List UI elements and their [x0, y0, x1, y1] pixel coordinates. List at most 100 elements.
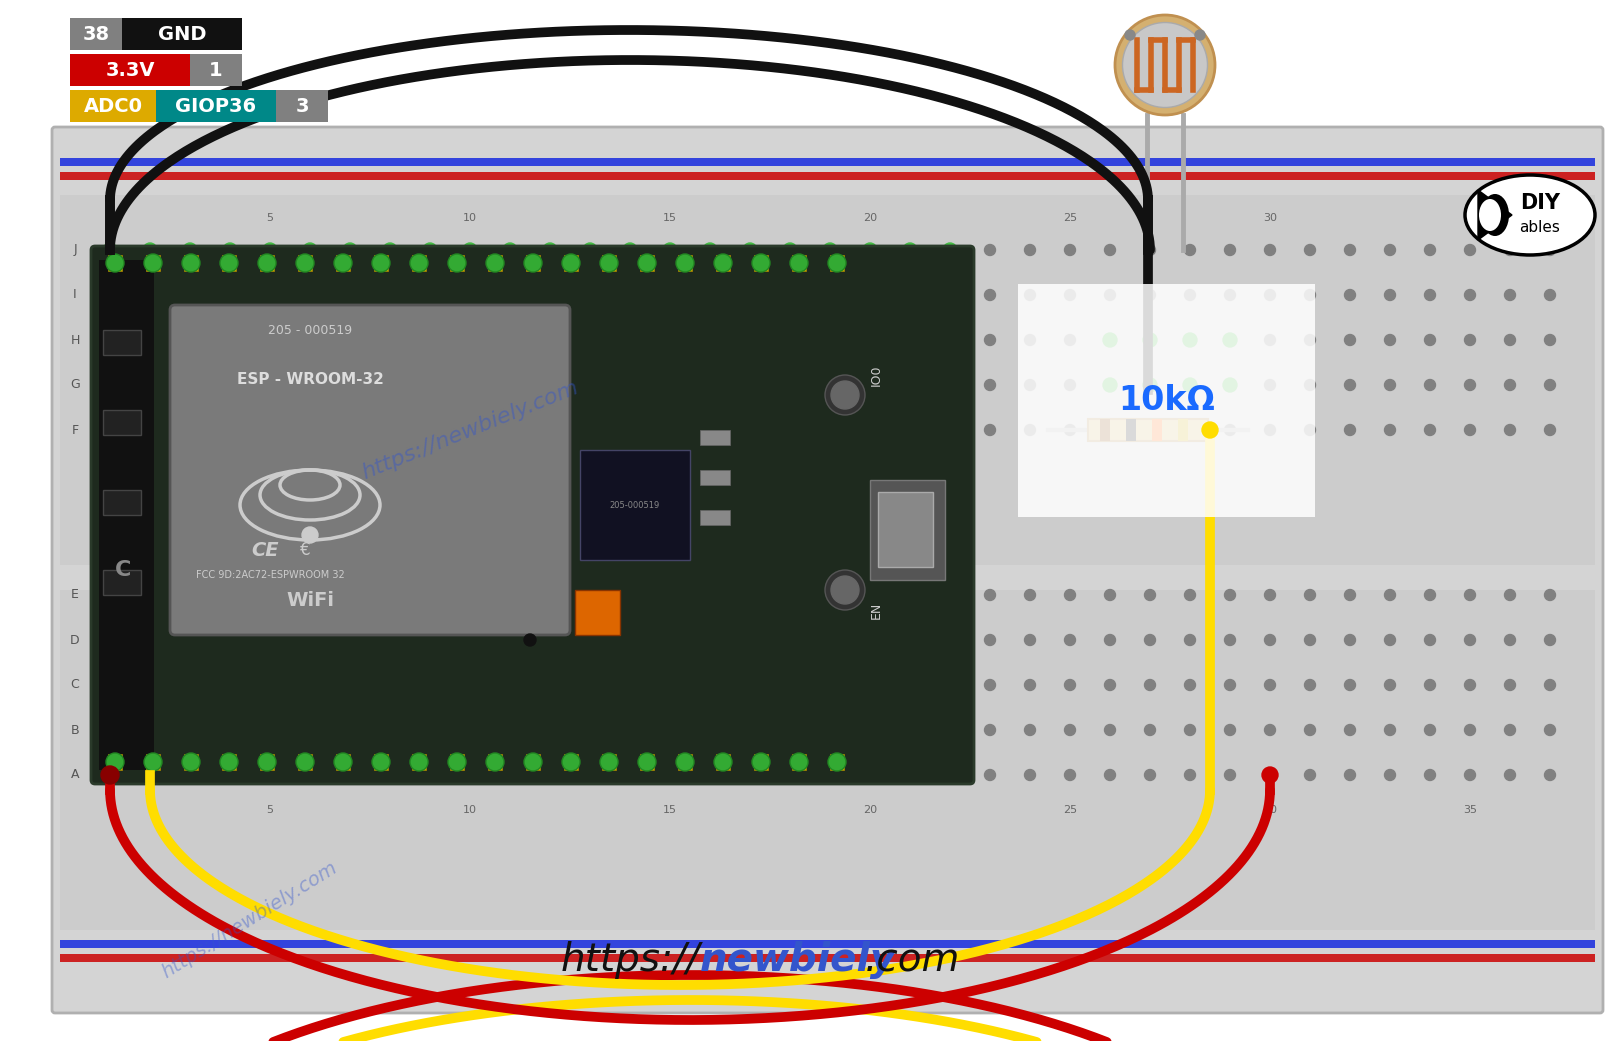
Circle shape	[296, 254, 314, 272]
Bar	[701, 469, 730, 485]
Circle shape	[105, 725, 115, 736]
Circle shape	[464, 680, 476, 690]
Circle shape	[223, 243, 236, 257]
Bar	[104, 330, 141, 355]
Bar	[450, 754, 464, 770]
Circle shape	[304, 635, 316, 645]
Circle shape	[220, 753, 238, 771]
Circle shape	[100, 766, 120, 784]
Circle shape	[1424, 725, 1435, 736]
Text: C: C	[71, 679, 79, 691]
Circle shape	[383, 768, 396, 782]
Circle shape	[828, 254, 846, 272]
Circle shape	[264, 768, 277, 782]
Circle shape	[1505, 289, 1516, 301]
Circle shape	[1464, 769, 1476, 781]
Bar	[108, 255, 121, 271]
Circle shape	[1424, 680, 1435, 690]
Text: 10: 10	[463, 805, 477, 815]
Circle shape	[752, 254, 770, 272]
Circle shape	[704, 589, 715, 601]
Circle shape	[264, 380, 275, 390]
Circle shape	[503, 243, 518, 257]
Circle shape	[665, 245, 675, 255]
Circle shape	[625, 289, 636, 301]
Text: https://newbiely.com: https://newbiely.com	[159, 858, 341, 982]
Circle shape	[105, 425, 115, 435]
Circle shape	[752, 753, 770, 771]
Bar	[602, 255, 616, 271]
Circle shape	[144, 635, 155, 645]
Circle shape	[1262, 767, 1278, 783]
Circle shape	[225, 245, 236, 255]
Circle shape	[1545, 769, 1555, 781]
Circle shape	[464, 289, 476, 301]
Circle shape	[864, 769, 875, 781]
Circle shape	[304, 769, 316, 781]
Circle shape	[744, 425, 756, 435]
Text: .com: .com	[866, 941, 961, 979]
FancyBboxPatch shape	[170, 305, 570, 635]
Circle shape	[904, 635, 916, 645]
Circle shape	[1184, 425, 1196, 435]
Circle shape	[144, 254, 162, 272]
Circle shape	[1464, 289, 1476, 301]
Circle shape	[105, 589, 115, 601]
Circle shape	[1505, 334, 1516, 346]
Circle shape	[904, 680, 916, 690]
Text: 15: 15	[663, 213, 676, 223]
Circle shape	[1545, 589, 1555, 601]
Circle shape	[1424, 589, 1435, 601]
Circle shape	[561, 254, 579, 272]
Circle shape	[824, 243, 837, 257]
Circle shape	[463, 243, 477, 257]
Circle shape	[345, 769, 356, 781]
Circle shape	[785, 334, 796, 346]
Circle shape	[1144, 245, 1155, 255]
Circle shape	[545, 380, 555, 390]
Circle shape	[1345, 334, 1356, 346]
Circle shape	[1265, 245, 1275, 255]
Circle shape	[984, 289, 995, 301]
Circle shape	[1065, 245, 1076, 255]
Circle shape	[409, 254, 429, 272]
Circle shape	[345, 635, 356, 645]
Circle shape	[862, 768, 877, 782]
Circle shape	[1184, 289, 1196, 301]
Circle shape	[825, 425, 835, 435]
Circle shape	[545, 334, 555, 346]
Circle shape	[582, 768, 597, 782]
Circle shape	[1265, 289, 1275, 301]
Text: H: H	[70, 333, 79, 347]
Circle shape	[1223, 333, 1238, 347]
Circle shape	[1105, 425, 1115, 435]
Circle shape	[1225, 589, 1236, 601]
Circle shape	[1065, 289, 1076, 301]
Circle shape	[345, 725, 356, 736]
Text: GIOP36: GIOP36	[175, 97, 257, 116]
Circle shape	[828, 753, 846, 771]
Circle shape	[1225, 425, 1236, 435]
Circle shape	[345, 425, 356, 435]
Circle shape	[464, 589, 476, 601]
Bar	[1126, 418, 1136, 441]
Circle shape	[584, 680, 595, 690]
Circle shape	[744, 680, 756, 690]
Circle shape	[105, 334, 115, 346]
Bar	[1152, 418, 1162, 441]
Circle shape	[1225, 334, 1236, 346]
Circle shape	[945, 289, 956, 301]
Circle shape	[1505, 725, 1516, 736]
Circle shape	[385, 589, 395, 601]
Circle shape	[1144, 769, 1155, 781]
Circle shape	[561, 753, 579, 771]
Circle shape	[744, 635, 756, 645]
Circle shape	[1505, 589, 1516, 601]
Circle shape	[825, 769, 835, 781]
Bar	[754, 255, 769, 271]
Circle shape	[304, 289, 316, 301]
Bar	[70, 18, 121, 50]
Circle shape	[1345, 425, 1356, 435]
Circle shape	[1115, 15, 1215, 115]
Circle shape	[1385, 769, 1395, 781]
